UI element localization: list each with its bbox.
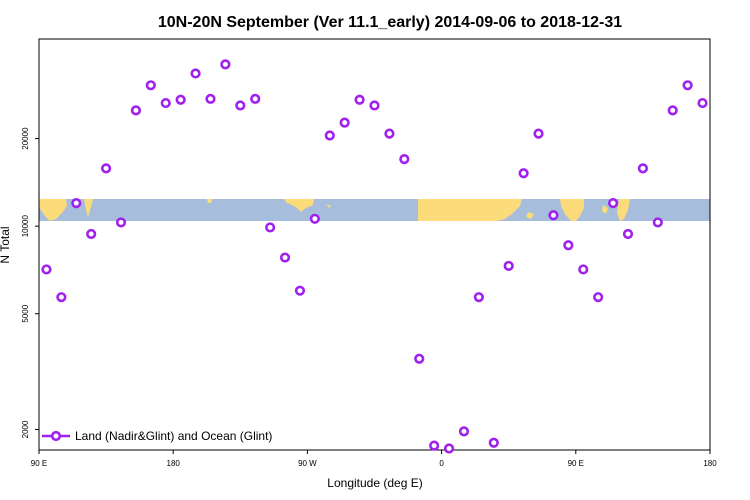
- data-point: [115, 217, 127, 228]
- data-point: [652, 217, 663, 228]
- data-point: [205, 93, 216, 104]
- data-point: [429, 440, 440, 451]
- land-shape: [207, 199, 212, 203]
- land-shape: [84, 199, 93, 217]
- data-point: [265, 222, 276, 233]
- y-tick-label: 2000: [21, 420, 30, 438]
- x-tick-label: 180: [167, 459, 181, 468]
- x-tick-label: 90 E: [568, 459, 584, 468]
- data-point: [399, 154, 410, 165]
- land-shape: [39, 199, 67, 221]
- data-point: [443, 443, 455, 454]
- y-axis-label: N Total: [0, 226, 12, 263]
- data-point: [339, 117, 350, 128]
- data-point: [250, 93, 261, 104]
- data-point: [160, 97, 171, 109]
- data-point: [667, 105, 678, 116]
- data-point: [473, 292, 484, 303]
- data-point: [607, 198, 619, 209]
- data-point: [548, 210, 559, 221]
- x-tick-label: 180: [703, 459, 717, 468]
- data-point: [279, 252, 291, 263]
- data-point: [593, 292, 604, 303]
- data-point: [682, 80, 693, 91]
- x-tick-label: 90 W: [298, 459, 317, 468]
- land-shape: [418, 199, 522, 221]
- data-point: [235, 100, 246, 111]
- y-tick-label: 5000: [21, 304, 30, 322]
- data-points: [41, 59, 708, 454]
- data-point: [578, 264, 589, 275]
- data-point: [518, 168, 529, 179]
- data-point: [384, 128, 395, 139]
- data-point: [56, 292, 67, 303]
- x-axis-label: Longitude (deg E): [327, 476, 422, 490]
- data-point: [697, 97, 708, 109]
- data-point: [190, 68, 201, 79]
- data-point: [414, 353, 425, 364]
- land-shape: [617, 199, 630, 221]
- data-point: [622, 228, 634, 240]
- data-point: [637, 163, 649, 174]
- land-shape: [526, 212, 534, 219]
- x-tick-label: 0: [439, 459, 444, 468]
- data-point: [130, 105, 142, 116]
- data-point: [354, 94, 365, 105]
- data-point: [175, 94, 186, 105]
- data-point: [563, 240, 574, 251]
- land-shape: [560, 199, 584, 221]
- y-tick-label: 20000: [21, 127, 30, 150]
- data-point: [488, 437, 499, 448]
- data-point: [503, 260, 514, 272]
- data-point: [86, 228, 97, 240]
- legend: Land (Nadir&Glint) and Ocean (Glint): [42, 429, 272, 443]
- data-point: [369, 100, 380, 111]
- legend-label: Land (Nadir&Glint) and Ocean (Glint): [75, 429, 272, 443]
- plot-frame: [38, 38, 711, 451]
- land-shape: [284, 199, 314, 212]
- data-point: [309, 213, 320, 224]
- chart-title: 10N-20N September (Ver 11.1_early) 2014-…: [158, 14, 622, 31]
- data-point: [533, 128, 544, 139]
- data-point: [220, 59, 231, 70]
- x-tick-label: 90 E: [31, 459, 47, 468]
- x-axis: 90 E 180 90 W 0 90 E 180: [31, 450, 717, 468]
- legend-marker: [50, 430, 62, 442]
- land-shape: [602, 205, 608, 214]
- data-point: [458, 426, 470, 437]
- y-tick-label: 10000: [21, 214, 30, 237]
- data-point: [41, 264, 52, 275]
- data-point: [71, 198, 82, 209]
- ocean-band: [39, 199, 710, 221]
- data-point: [324, 130, 335, 141]
- data-point: [100, 163, 112, 174]
- land-shape: [326, 204, 331, 208]
- data-point: [294, 285, 306, 296]
- y-axis: 2000 5000 10000 20000: [21, 127, 39, 438]
- world-map-band: [39, 199, 710, 221]
- data-point: [145, 80, 156, 91]
